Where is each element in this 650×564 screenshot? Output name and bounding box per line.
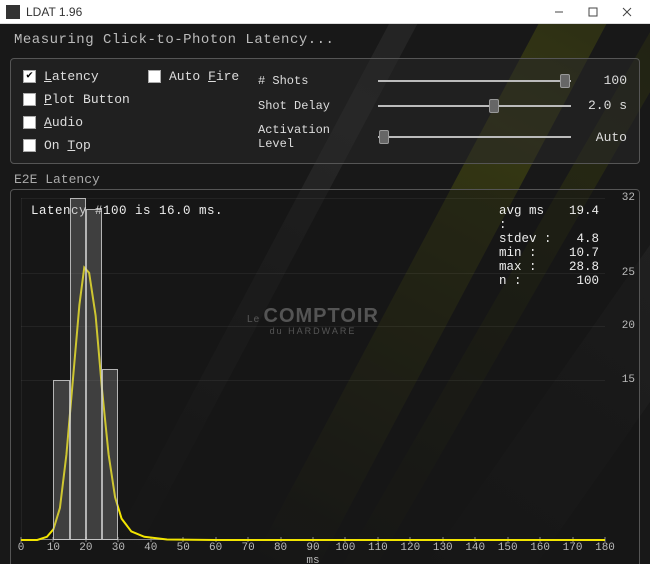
histogram-bar — [102, 369, 118, 540]
chart-plot: Le COMPTOIR du HARDWARE Latency #100 is … — [21, 198, 605, 540]
shot-delay-slider[interactable]: Shot Delay 2.0 s — [258, 98, 627, 113]
shot-delay-value: 2.0 s — [581, 98, 627, 113]
shots-value: 100 — [581, 73, 627, 88]
maximize-button[interactable] — [576, 1, 610, 23]
activation-slider[interactable]: Activation Level Auto — [258, 123, 627, 151]
activation-value: Auto — [581, 130, 627, 145]
activation-label: Activation Level — [258, 123, 368, 151]
close-button[interactable] — [610, 1, 644, 23]
auto-fire-checkbox[interactable]: Auto Fire — [148, 69, 258, 84]
page-heading: Measuring Click-to-Photon Latency... — [0, 24, 650, 54]
histogram-bar — [70, 198, 86, 540]
options-panel: Latency Plot Button Audio On Top Auto Fi… — [10, 58, 640, 164]
x-axis-label: ms — [306, 555, 319, 564]
on-top-checkbox[interactable]: On Top — [23, 138, 148, 153]
app-icon — [6, 5, 20, 19]
latency-checkbox[interactable]: Latency — [23, 69, 148, 84]
shots-label: # Shots — [258, 74, 368, 88]
audio-checkbox[interactable]: Audio — [23, 115, 148, 130]
window-title: LDAT 1.96 — [26, 5, 542, 19]
titlebar: LDAT 1.96 — [0, 0, 650, 24]
chart-panel: Le COMPTOIR du HARDWARE Latency #100 is … — [10, 189, 640, 564]
plot-button-checkbox[interactable]: Plot Button — [23, 92, 148, 107]
shots-slider[interactable]: # Shots 100 — [258, 73, 627, 88]
shot-delay-label: Shot Delay — [258, 99, 368, 113]
app-surface: Measuring Click-to-Photon Latency... Lat… — [0, 24, 650, 564]
histogram-bar — [86, 209, 102, 540]
histogram-bar — [53, 380, 69, 540]
minimize-button[interactable] — [542, 1, 576, 23]
chart-title: E2E Latency — [14, 172, 640, 187]
